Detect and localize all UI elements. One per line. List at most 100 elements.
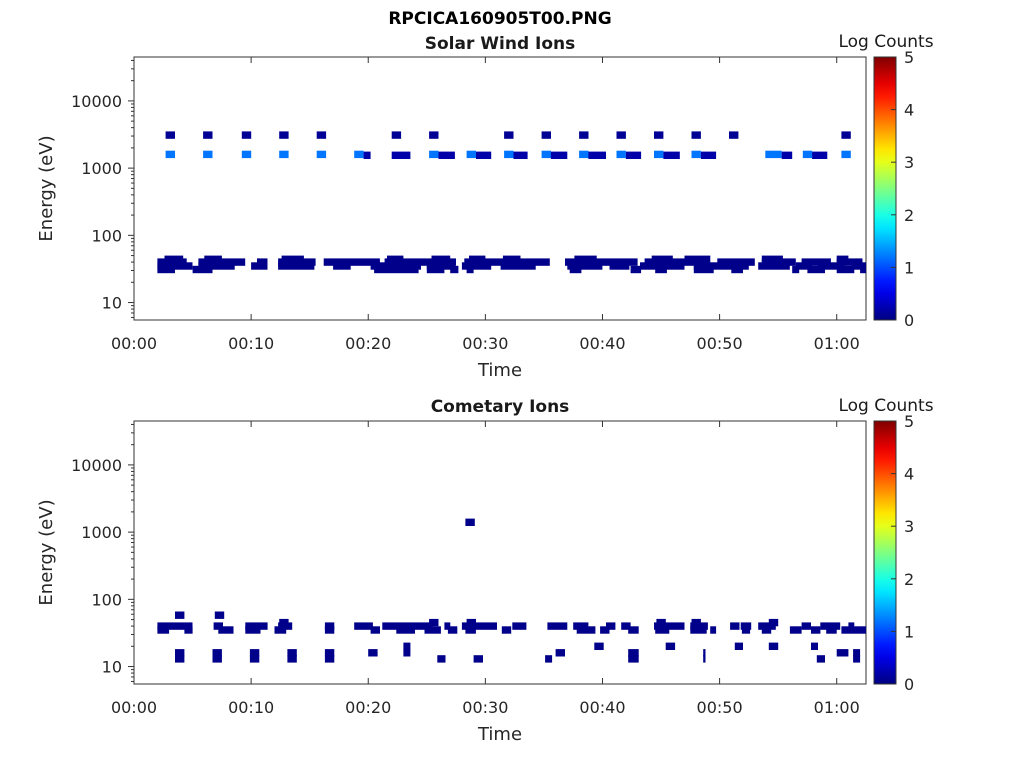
- spectrogram-cell: [654, 150, 664, 159]
- spectrogram-cell: [853, 649, 861, 657]
- spectrogram-cell: [567, 262, 603, 270]
- spectrogram-cell: [700, 151, 717, 159]
- spectrogram-cell: [429, 131, 439, 139]
- x-axis-label: Time: [477, 724, 522, 745]
- spectrogram-cell: [802, 150, 813, 159]
- spectrogram-cell: [213, 622, 223, 630]
- spectrogram-cell: [693, 265, 714, 274]
- spectrogram-cell: [579, 131, 589, 139]
- spectrogram-cell: [278, 622, 293, 630]
- x-tick-label: 00:30: [462, 698, 508, 717]
- spectrogram-cell: [374, 265, 419, 274]
- spectrogram-cell: [363, 151, 371, 159]
- spectrogram-cell: [616, 131, 626, 139]
- spectrogram-cell: [826, 626, 837, 634]
- x-tick-label: 00:40: [579, 334, 625, 353]
- spectrogram-cell: [741, 626, 751, 634]
- spectrogram-cell: [630, 265, 642, 274]
- spectrogram-cell: [316, 150, 327, 159]
- y-tick-label: 10: [102, 658, 122, 677]
- spectrogram-cell: [165, 131, 175, 139]
- spectrogram-cell: [251, 262, 268, 270]
- spectrogram-cell: [476, 151, 492, 159]
- figure-title: RPCICA160905T00.PNG: [388, 9, 611, 29]
- spectrogram-cell: [795, 262, 813, 270]
- spectrogram-cell: [628, 626, 639, 634]
- colorbar-label: Log Counts: [838, 32, 933, 52]
- plot-area: [133, 56, 867, 321]
- colorbar-tick-label: 4: [904, 101, 914, 120]
- plot-area: [133, 420, 867, 685]
- colorbar-tick-label: 1: [904, 258, 914, 277]
- spectrogram-cell: [447, 626, 458, 634]
- spectrogram-cell: [801, 258, 831, 266]
- spectrogram-cell: [424, 626, 441, 634]
- spectrogram-cell: [573, 622, 589, 630]
- spectrogram-cell: [192, 265, 213, 274]
- colorbar-tick-label: 1: [904, 622, 914, 641]
- spectrogram-cell: [545, 655, 553, 663]
- spectrogram-cell: [465, 626, 476, 634]
- y-tick-label: 100: [91, 226, 122, 245]
- spectrogram-cell: [761, 626, 772, 634]
- spectrogram-cell: [628, 649, 639, 657]
- colorbar-tick-label: 3: [904, 153, 914, 172]
- spectrogram-cell: [157, 265, 175, 274]
- spectrogram-cell: [500, 262, 536, 270]
- spectrogram-cell: [625, 151, 642, 159]
- spectrogram-cell: [287, 655, 297, 663]
- spectrogram-cell: [278, 262, 315, 270]
- spectrogram-cell: [690, 622, 708, 630]
- spectrogram-cell: [464, 258, 550, 266]
- spectrogram-cell: [588, 151, 606, 159]
- spectrogram-cell: [466, 265, 474, 274]
- colorbar-tick-label: 2: [904, 206, 914, 225]
- spectrogram-cell: [606, 622, 616, 630]
- spectrogram-cell: [550, 151, 568, 159]
- y-tick-label: 100: [91, 590, 122, 609]
- spectrogram-cell: [768, 642, 779, 650]
- x-tick-label: 00:10: [228, 698, 274, 717]
- spectrogram-cell: [758, 622, 776, 630]
- spectrogram-cell: [812, 151, 828, 159]
- spectrogram-cell: [274, 626, 287, 634]
- colorbar-tick-label: 0: [904, 675, 914, 694]
- spectrogram-cell: [245, 622, 268, 630]
- spectrogram-cell: [541, 150, 551, 159]
- spectrogram-cell: [547, 622, 568, 630]
- spectrogram-cell: [691, 150, 701, 159]
- spectrogram-cell: [429, 618, 439, 627]
- spectrogram-cell: [279, 131, 289, 139]
- spectrogram-cell: [820, 622, 841, 630]
- spectrogram-cell: [836, 258, 863, 266]
- spectrogram-cell: [836, 265, 855, 274]
- spectrogram-cell: [789, 626, 802, 634]
- spectrogram-cell: [579, 150, 589, 159]
- spectrogram-cell: [203, 131, 213, 139]
- spectrogram-cell: [710, 626, 717, 634]
- spectrogram-cell: [853, 655, 861, 663]
- spectrogram-cell: [287, 649, 297, 657]
- spectrogram-cell: [655, 265, 667, 274]
- spectrogram-cells: [157, 518, 866, 663]
- panel-title: Cometary Ions: [431, 397, 570, 417]
- spectrogram-cell: [811, 642, 818, 650]
- spectrogram-cell: [403, 649, 411, 657]
- y-tick-label: 10: [102, 294, 122, 313]
- spectrogram-cell: [594, 642, 604, 650]
- spectrogram-cell: [860, 265, 866, 274]
- spectrogram-cell: [198, 262, 235, 270]
- colorbar-tick-label: 0: [904, 311, 914, 330]
- spectrogram-cell: [257, 258, 268, 266]
- spectrogram-cell: [370, 626, 380, 634]
- spectrogram-cell: [555, 649, 565, 657]
- spectrogram-cell: [157, 622, 193, 630]
- spectrogram-cell: [450, 265, 459, 274]
- spectrogram-cell: [382, 622, 433, 630]
- spectrogram-cell: [368, 649, 378, 657]
- spectrogram-cell: [175, 649, 185, 657]
- colorbar-tick-label: 3: [904, 517, 914, 536]
